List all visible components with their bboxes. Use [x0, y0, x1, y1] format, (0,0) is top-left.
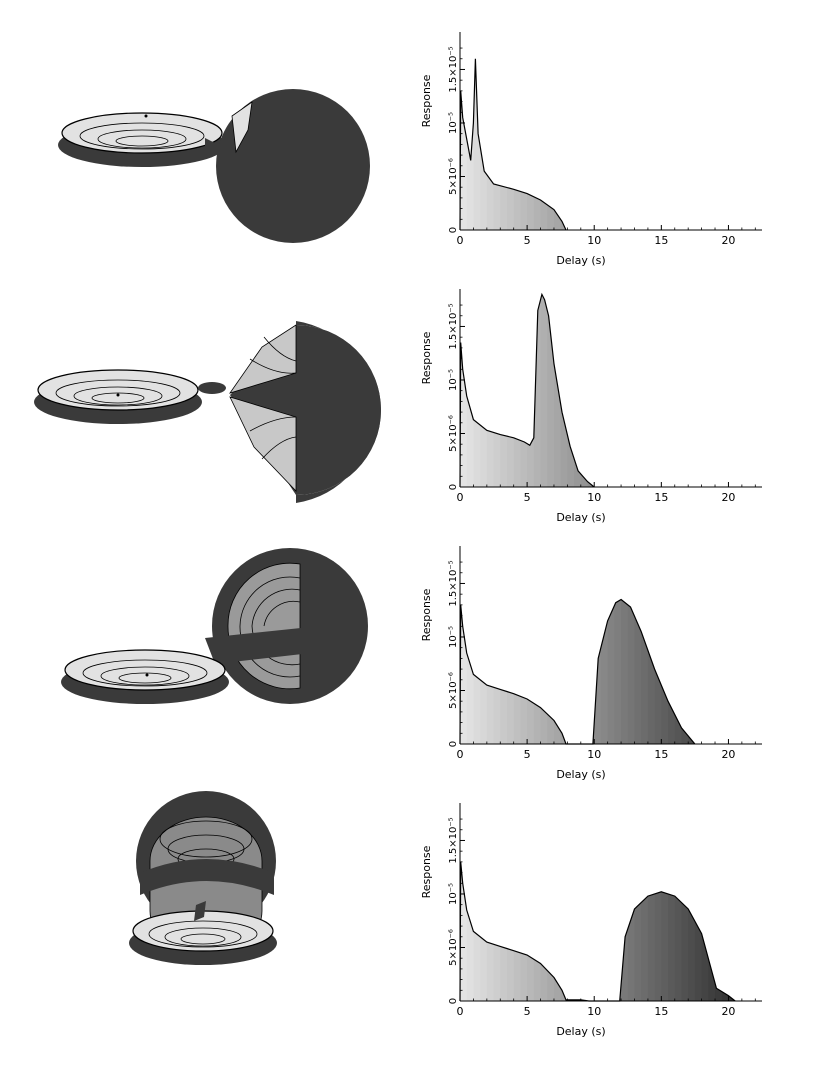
y-axis-label: Response [420, 588, 433, 641]
illustration-1 [58, 89, 370, 243]
x-axis-label: Delay (s) [556, 511, 605, 524]
panel-3: 0 5 10 15 20 0 5×10⁻⁶ 10⁻⁵ 1.5×10⁻⁵ Delay (s) Resp… [0, 534, 830, 792]
illustration-3 [61, 548, 368, 704]
illustration-2 [34, 321, 382, 503]
y-tick-label: 5×10⁻⁶ [448, 415, 459, 452]
panel-2: 0 5 10 15 20 0 5×10⁻⁶ 10⁻⁵ 1.5×10⁻⁵ Delay (s) Resp… [0, 277, 830, 535]
x-tick-label: 10 [587, 1005, 601, 1018]
chart-2: 0 5 10 15 20 0 5×10⁻⁶ 10⁻⁵ 1.5×10⁻⁵ Delay (s) Resp… [420, 289, 762, 524]
x-tick-label: 5 [524, 748, 531, 761]
x-tick-label: 15 [654, 234, 668, 247]
y-axis-label: Response [420, 331, 433, 384]
series-line [459, 598, 696, 745]
area-fill [460, 861, 736, 1001]
panel-4: 0 5 10 15 20 0 5×10⁻⁶ 10⁻⁵ 1.5×10⁻⁵ Delay (s) Resp… [0, 791, 830, 1049]
x-tick-label: 5 [524, 1005, 531, 1018]
x-tick-label: 15 [654, 491, 668, 504]
x-tick-label: 0 [457, 748, 464, 761]
area-fill [460, 58, 566, 230]
y-tick-label: 5×10⁻⁶ [448, 158, 459, 195]
x-tick-label: 10 [587, 234, 601, 247]
x-tick-label: 20 [721, 1005, 735, 1018]
y-tick-label: 10⁻⁵ [448, 883, 459, 905]
panel-1: 0 5 10 15 20 0 5×10⁻⁶ 10⁻⁵ 1.5×10⁻⁵ Delay (s) Resp… [0, 20, 830, 278]
chart-4: 0 5 10 15 20 0 5×10⁻⁶ 10⁻⁵ 1.5×10⁻⁵ Delay (s) Resp… [420, 803, 762, 1038]
y-tick-label: 0 [448, 998, 459, 1004]
area-fill [460, 599, 695, 744]
y-tick-label: 1.5×10⁻⁵ [448, 46, 459, 92]
y-tick-label: 1.5×10⁻⁵ [448, 303, 459, 349]
x-tick-label: 0 [457, 1005, 464, 1018]
y-tick-label: 1.5×10⁻⁵ [448, 817, 459, 863]
y-tick-label: 10⁻⁵ [448, 626, 459, 648]
x-tick-label: 5 [524, 234, 531, 247]
x-tick-label: 15 [654, 1005, 668, 1018]
y-tick-label: 5×10⁻⁶ [448, 672, 459, 709]
x-tick-label: 0 [457, 491, 464, 504]
y-tick-label: 5×10⁻⁶ [448, 929, 459, 966]
y-axis-label: Response [420, 74, 433, 127]
x-axis-label: Delay (s) [556, 1025, 605, 1038]
x-axis-label: Delay (s) [556, 768, 605, 781]
area-fill [460, 294, 595, 487]
series-line [459, 58, 567, 231]
x-tick-label: 10 [587, 748, 601, 761]
chart-3: 0 5 10 15 20 0 5×10⁻⁶ 10⁻⁵ 1.5×10⁻⁵ Delay (s) Resp… [420, 546, 762, 781]
illustration-4 [129, 791, 277, 965]
y-tick-label: 0 [448, 741, 459, 747]
series-line [459, 292, 595, 488]
y-axis-label: Response [420, 845, 433, 898]
x-axis-label: Delay (s) [556, 254, 605, 267]
x-tick-label: 20 [721, 234, 735, 247]
y-tick-label: 0 [448, 227, 459, 233]
x-tick-label: 20 [721, 491, 735, 504]
y-tick-label: 1.5×10⁻⁵ [448, 560, 459, 606]
y-tick-label: 0 [448, 484, 459, 490]
x-tick-label: 0 [457, 234, 464, 247]
x-tick-label: 15 [654, 748, 668, 761]
y-tick-label: 10⁻⁵ [448, 369, 459, 391]
x-tick-label: 20 [721, 748, 735, 761]
y-tick-label: 10⁻⁵ [448, 112, 459, 134]
x-tick-label: 10 [587, 491, 601, 504]
x-tick-label: 5 [524, 491, 531, 504]
chart-1: 0 5 10 15 20 0 5×10⁻⁶ 10⁻⁵ 1.5×10⁻⁵ Delay (s) Resp… [420, 32, 762, 267]
